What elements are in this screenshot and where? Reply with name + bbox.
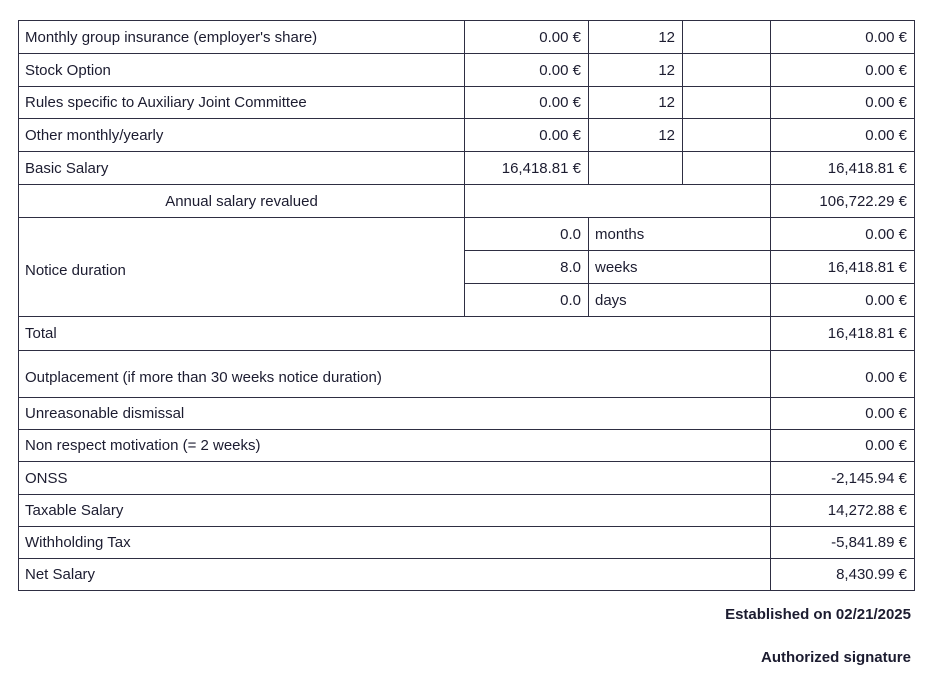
annual-salary-row: Annual salary revalued 106,722.29 € (18, 184, 915, 218)
row-spacer-cell (682, 53, 771, 87)
row-label: Basic Salary (18, 151, 465, 185)
summary-row-total: Total 16,418.81 € (18, 316, 915, 351)
row-amount: 14,272.88 € (770, 494, 915, 527)
row-amount: 0.00 € (770, 429, 915, 462)
table-row: Other monthly/yearly 0.00 € 12 0.00 € (18, 118, 915, 152)
row-label: Other monthly/yearly (18, 118, 465, 152)
row-amount: 0.00 € (770, 86, 915, 119)
row-amount: 0.00 € (770, 53, 915, 87)
authorized-signature-label: Authorized signature (760, 649, 911, 666)
row-amount: -2,145.94 € (770, 461, 915, 495)
notice-unit: weeks (588, 250, 771, 284)
notice-unit: days (588, 283, 771, 317)
notice-unit: months (588, 217, 771, 251)
table-row: Stock Option 0.00 € 12 0.00 € (18, 53, 915, 87)
summary-row-onss: ONSS -2,145.94 € (18, 461, 915, 495)
summary-row-withholding-tax: Withholding Tax -5,841.89 € (18, 526, 915, 559)
row-amount: 106,722.29 € (770, 184, 915, 218)
row-label: Unreasonable dismissal (18, 397, 771, 430)
row-label: Net Salary (18, 558, 771, 591)
row-spacer-cell (682, 151, 771, 185)
summary-row-net-salary: Net Salary 8,430.99 € (18, 558, 915, 591)
row-value: 16,418.81 € (464, 151, 589, 185)
row-count (588, 151, 683, 185)
notice-value: 8.0 (464, 250, 589, 284)
row-amount: 16,418.81 € (770, 316, 915, 351)
table-row: Monthly group insurance (employer's shar… (18, 20, 915, 54)
row-label: ONSS (18, 461, 771, 495)
row-spacer-cell (464, 184, 771, 218)
notice-duration-row: 0.0 days 0.00 € (19, 283, 915, 317)
row-amount: 0.00 € (770, 283, 915, 317)
row-label: Total (18, 316, 771, 351)
row-amount: 0.00 € (770, 397, 915, 430)
row-label: Taxable Salary (18, 494, 771, 527)
summary-row-non-respect-motivation: Non respect motivation (= 2 weeks) 0.00 … (18, 429, 915, 462)
notice-value: 0.0 (464, 217, 589, 251)
row-label: Notice duration (18, 217, 465, 317)
row-label: Non respect motivation (= 2 weeks) (18, 429, 771, 462)
row-label: Withholding Tax (18, 526, 771, 559)
row-count: 12 (588, 53, 683, 87)
row-count: 12 (588, 20, 683, 54)
row-count: 12 (588, 86, 683, 119)
row-amount: 16,418.81 € (770, 151, 915, 185)
row-spacer-cell (682, 118, 771, 152)
row-amount: 0.00 € (770, 217, 915, 251)
notice-duration-row: Notice duration 0.0 months 0.00 € (18, 217, 915, 317)
notice-value: 0.0 (464, 283, 589, 317)
summary-row-taxable-salary: Taxable Salary 14,272.88 € (18, 494, 915, 527)
row-value: 0.00 € (464, 53, 589, 87)
row-amount: 8,430.99 € (770, 558, 915, 591)
row-label: Stock Option (18, 53, 465, 87)
row-label: Rules specific to Auxiliary Joint Commit… (18, 86, 465, 119)
row-amount: 0.00 € (770, 118, 915, 152)
row-value: 0.00 € (464, 20, 589, 54)
row-label: Outplacement (if more than 30 weeks noti… (18, 350, 771, 398)
table-row: Basic Salary 16,418.81 € 16,418.81 € (18, 151, 915, 185)
summary-row-unreasonable-dismissal: Unreasonable dismissal 0.00 € (18, 397, 915, 430)
notice-duration-row: 8.0 weeks 16,418.81 € (19, 250, 915, 284)
salary-calculation-table: Monthly group insurance (employer's shar… (18, 20, 915, 591)
row-value: 0.00 € (464, 118, 589, 152)
established-date: Established on 02/21/2025 (725, 606, 911, 623)
row-count: 12 (588, 118, 683, 152)
row-label: Annual salary revalued (18, 184, 465, 218)
row-amount: 0.00 € (770, 20, 915, 54)
row-label: Monthly group insurance (employer's shar… (18, 20, 465, 54)
row-spacer-cell (682, 20, 771, 54)
row-amount: 16,418.81 € (770, 250, 915, 284)
row-amount: 0.00 € (770, 350, 915, 398)
row-spacer-cell (682, 86, 771, 119)
row-amount: -5,841.89 € (770, 526, 915, 559)
table-row: Rules specific to Auxiliary Joint Commit… (18, 86, 915, 119)
summary-row-outplacement: Outplacement (if more than 30 weeks noti… (18, 350, 915, 398)
row-value: 0.00 € (464, 86, 589, 119)
